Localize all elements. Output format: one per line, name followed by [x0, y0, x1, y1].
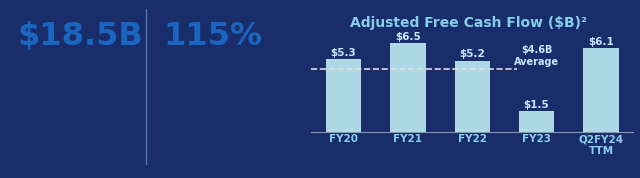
Text: $6.1: $6.1 — [588, 37, 614, 47]
Bar — [583, 48, 619, 132]
Text: Adjusted Free Cash Flow ($B)²: Adjusted Free Cash Flow ($B)² — [350, 16, 588, 30]
Text: $18.5B: $18.5B — [18, 21, 143, 52]
Text: 115%: 115% — [164, 21, 262, 52]
Text: $6.5: $6.5 — [395, 32, 420, 42]
Text: $5.2: $5.2 — [460, 49, 485, 59]
Text: $5.3: $5.3 — [331, 48, 356, 58]
Text: Avg. net income
to adj. FCF
conversion over
last 4 years¹: Avg. net income to adj. FCF conversion o… — [152, 89, 253, 141]
Bar — [519, 111, 554, 132]
Bar — [326, 59, 361, 132]
Text: $4.6B
Average: $4.6B Average — [514, 45, 559, 67]
Bar — [454, 61, 490, 132]
Text: $1.5: $1.5 — [524, 100, 550, 110]
Text: Adj. FCF
generated over
last 4 years: Adj. FCF generated over last 4 years — [15, 89, 111, 127]
Bar — [390, 43, 426, 132]
